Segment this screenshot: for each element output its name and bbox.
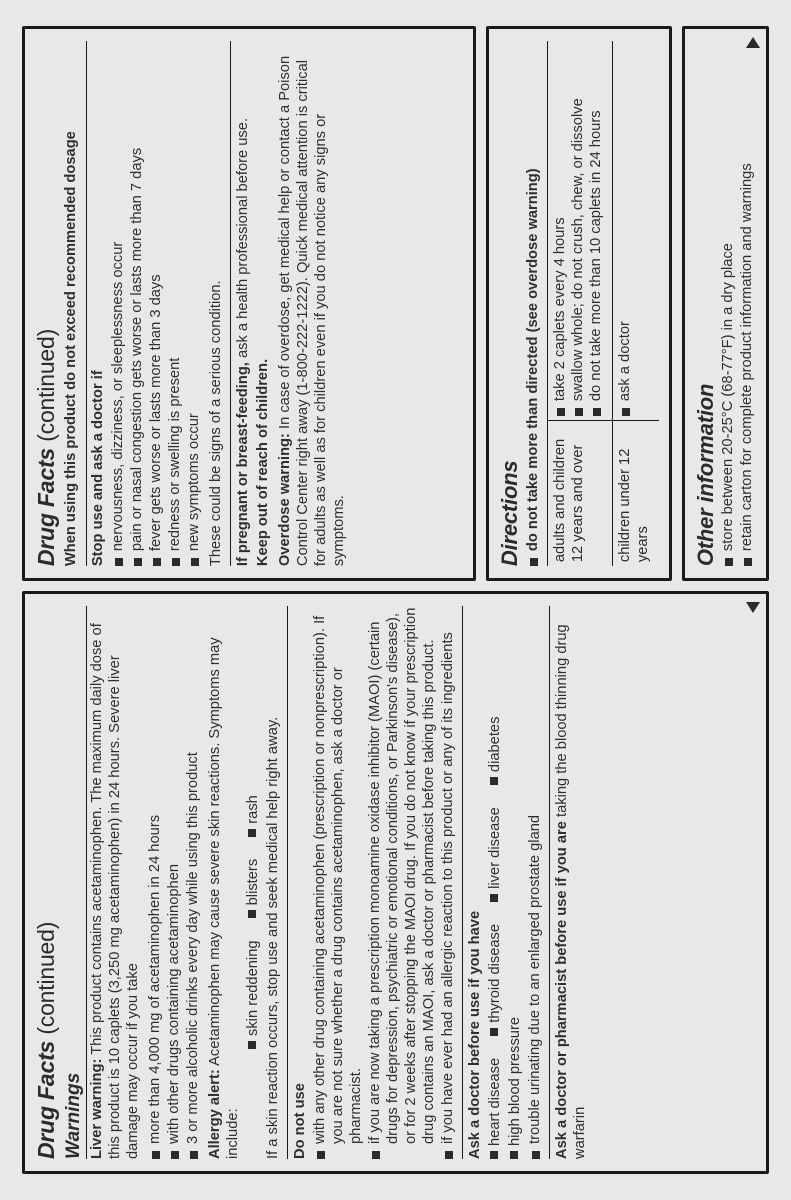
title-suffix: (continued) [33, 922, 59, 1041]
stop-trailer: These could be signs of a serious condit… [208, 41, 226, 566]
overdose-warning: Overdose warning: In case of overdose, g… [277, 41, 349, 566]
directions-who: adults and children 12 years and over [548, 420, 612, 566]
drug-facts-right-panel: Drug Facts (continued) When using this p… [22, 26, 476, 581]
ask-pharmacist: Ask a doctor or pharmacist before use if… [554, 606, 590, 1159]
directions-table: adults and children 12 years and over ta… [548, 41, 659, 566]
keep-out: Keep out of reach of children. [255, 41, 273, 566]
warnings-heading: Warnings [63, 606, 87, 1159]
ask-doctor-conditions: heart disease thyroid disease liver dise… [487, 606, 525, 1159]
other-info-bullets: store between 20-25°C (68-77°F) in a dry… [720, 41, 757, 566]
list-item: nervousness, dizziness, or sleeplessness… [110, 41, 128, 566]
list-item: more than 4,000 mg of acetaminophen in 2… [147, 606, 165, 1159]
list-item: do not take more than 10 caplets in 24 h… [588, 47, 606, 416]
directions-who: children under 12 years [613, 420, 659, 566]
list-item: new symptoms occur [186, 41, 204, 566]
drug-facts-left-panel: Drug Facts (continued) Warnings Liver wa… [22, 591, 769, 1174]
list-item: store between 20-25°C (68-77°F) in a dry… [720, 41, 738, 566]
other-info-title: Other information [693, 41, 719, 566]
list-item: ask a doctor [617, 47, 635, 416]
pregnant-line: If pregnant or breast-feeding, ask a hea… [235, 41, 253, 566]
directions-how: take 2 caplets every 4 hours swallow who… [548, 41, 612, 420]
title-main: Drug Facts [33, 1041, 59, 1159]
continuation-arrow-right-icon [746, 37, 760, 48]
allergy-action: If a skin reaction occurs, stop use and … [265, 606, 283, 1159]
do-not-use-bullets: with any other drug containing acetamino… [312, 606, 458, 1159]
list-item: fever gets worse or lasts more than 3 da… [148, 41, 166, 566]
stop-use-heading: Stop use and ask a doctor if [90, 41, 108, 566]
other-info-panel: Other information store between 20-25°C … [682, 26, 769, 581]
list-item: retain carton for complete product infor… [739, 41, 757, 566]
ask-doctor-heading: Ask a doctor before use if you have [467, 606, 485, 1159]
ask-doctor-last: trouble urinating due to an enlarged pro… [527, 606, 545, 1159]
title-suffix: (continued) [33, 329, 59, 448]
directions-title: Directions [497, 41, 523, 566]
list-item: pain or nasal congestion gets worse or l… [129, 41, 147, 566]
stop-use-bullets: nervousness, dizziness, or sleeplessness… [110, 41, 204, 566]
list-item: swallow whole; do not crush, chew, or di… [570, 47, 588, 416]
list-item: if you have ever had an allergic reactio… [440, 606, 458, 1159]
allergy-alert: Allergy alert: Acetaminophen may cause s… [207, 606, 243, 1159]
directions-top-bullet: do not take more than directed (see over… [525, 41, 543, 566]
panel-title: Drug Facts (continued) [33, 41, 60, 566]
allergy-symptoms: skin reddening blisters rash [245, 606, 263, 1159]
list-item: 3 or more alcoholic drinks every day whi… [185, 606, 203, 1159]
directions-panel: Directions do not take more than directe… [486, 26, 673, 581]
list-item: if you are now taking a prescription mon… [367, 606, 439, 1159]
liver-bullets: more than 4,000 mg of acetaminophen in 2… [147, 606, 203, 1159]
continuation-arrow-left-icon [746, 602, 760, 613]
list-item: trouble urinating due to an enlarged pro… [527, 606, 545, 1159]
list-item: with any other drug containing acetamino… [312, 606, 366, 1159]
liver-warning: Liver warning: This product contains ace… [89, 606, 143, 1159]
list-item: take 2 caplets every 4 hours [552, 47, 570, 416]
title-main: Drug Facts [33, 448, 59, 566]
panel-title: Drug Facts (continued) [33, 606, 60, 1159]
directions-how: ask a doctor [613, 41, 659, 420]
list-item: with other drugs containing acetaminophe… [166, 606, 184, 1159]
list-item: redness or swelling is present [167, 41, 185, 566]
when-using: When using this product do not exceed re… [63, 41, 81, 566]
do-not-use-heading: Do not use [292, 606, 310, 1159]
